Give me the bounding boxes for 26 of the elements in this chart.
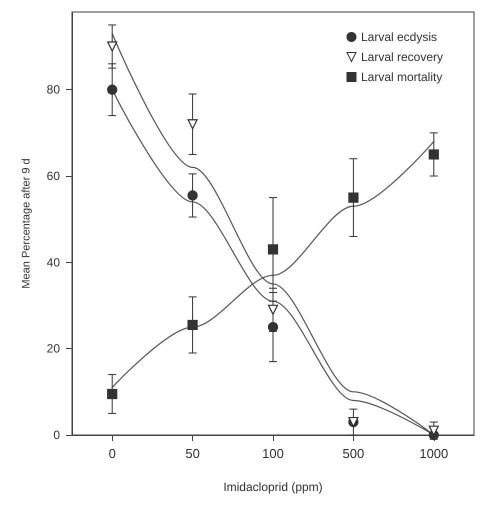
legend-label: Larval recovery [360,50,443,64]
point [268,244,278,254]
y-tick-label: 40 [46,255,60,270]
y-tick-label: 80 [46,82,60,97]
point [268,304,278,315]
point [348,192,358,203]
y-tick-label: 60 [46,169,60,184]
point [428,149,439,160]
point [188,320,198,330]
x-tick-label: 100 [262,446,284,461]
y-tick-label: 0 [53,428,60,442]
point [188,119,198,130]
legend-label: Larval ecdysis [360,30,437,44]
point [107,84,118,95]
point [107,41,118,52]
x-tick-label: 500 [342,446,364,461]
y-tick-label: 20 [46,342,60,356]
x-axis-title: Imidacloprid (ppm) [223,480,323,494]
point [268,322,278,332]
point [188,190,198,201]
y-axis-title: Mean Percentage after 9 d [20,158,32,289]
x-tick-label: 0 [108,446,116,461]
x-tick-label: 50 [185,446,200,461]
point [107,388,118,400]
legend-label: Larval mortality [360,70,442,84]
x-tick-label: 1000 [419,446,448,461]
